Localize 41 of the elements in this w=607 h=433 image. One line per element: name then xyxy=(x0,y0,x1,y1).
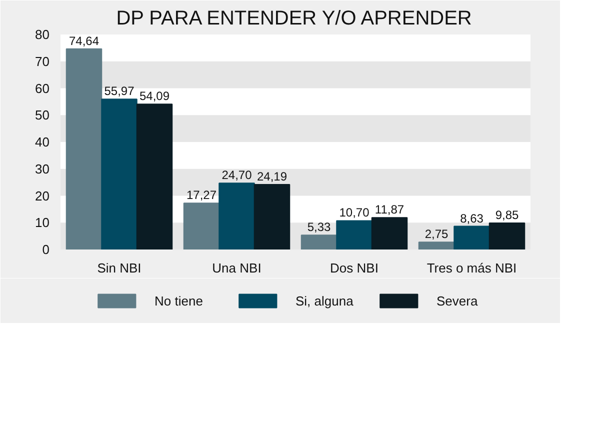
x-tick-label: Sin NBI xyxy=(97,260,142,276)
bar xyxy=(300,234,338,250)
bar xyxy=(66,48,102,250)
chart-title: DP PARA ENTENDER Y/O APRENDER xyxy=(116,8,472,30)
data-label: 24,19 xyxy=(256,169,288,184)
x-tick-label: Dos NBI xyxy=(330,260,378,276)
data-label: 54,09 xyxy=(139,89,170,104)
bar xyxy=(371,217,408,250)
y-tick-label: 0 xyxy=(42,242,50,257)
y-tick-label: 60 xyxy=(35,80,50,96)
x-tick-label: Tres o más NBI xyxy=(426,260,517,276)
data-label: 10,70 xyxy=(339,206,370,220)
bar xyxy=(183,202,220,250)
data-label: 11,87 xyxy=(374,202,404,217)
bar xyxy=(418,242,455,250)
data-label: 17,27 xyxy=(186,188,217,202)
data-label: 24,70 xyxy=(222,168,252,182)
data-label: 55,97 xyxy=(104,84,135,98)
y-tick-label: 40 xyxy=(35,134,50,150)
legend-label: Si, alguna xyxy=(296,294,354,308)
bar xyxy=(218,182,255,250)
data-label: 2,75 xyxy=(424,227,449,242)
bar xyxy=(488,222,526,250)
y-tick-label: 30 xyxy=(35,161,50,176)
y-tick-label: 10 xyxy=(35,215,50,230)
bar xyxy=(254,184,290,250)
bar xyxy=(136,104,173,250)
y-tick-label: 70 xyxy=(35,54,50,69)
y-tick-label: 80 xyxy=(35,27,50,42)
data-label: 5,33 xyxy=(307,220,332,234)
bar xyxy=(336,220,372,250)
bar xyxy=(101,98,138,250)
legend-label: No tiene xyxy=(154,294,203,308)
y-tick-label: 50 xyxy=(35,108,50,123)
data-label: 8,63 xyxy=(460,211,484,226)
y-tick-label: 20 xyxy=(35,188,50,204)
data-label: 9,85 xyxy=(495,208,520,222)
data-label: 74,64 xyxy=(68,34,100,48)
legend-label: Severa xyxy=(436,294,478,308)
x-tick-label: Una NBI xyxy=(212,260,262,276)
bar xyxy=(454,226,490,250)
